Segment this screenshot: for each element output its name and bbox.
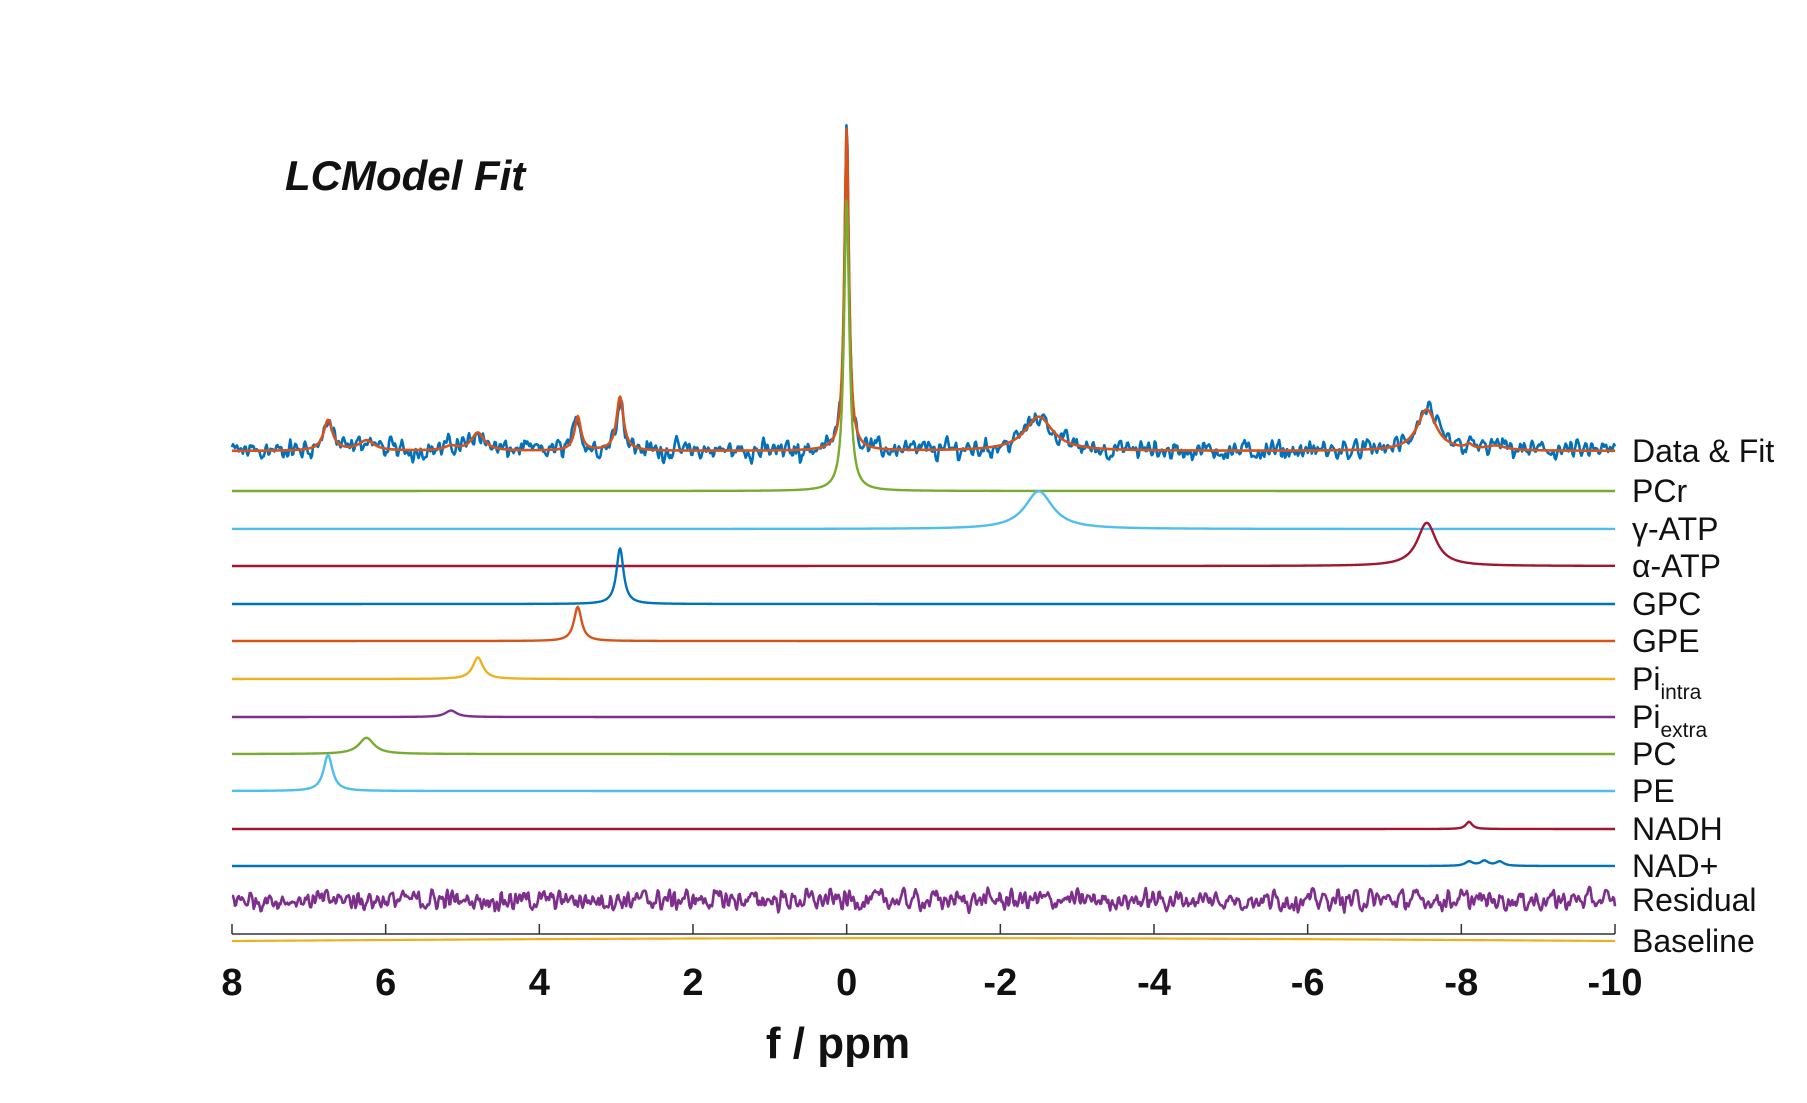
label-residual: Residual: [1632, 882, 1757, 918]
label-data-fit-main: Data & Fit: [1632, 433, 1774, 469]
trace-baseline: [231, 937, 1616, 943]
label-atp: α-ATP: [1632, 548, 1721, 584]
label-atp-main: α-ATP: [1632, 548, 1721, 584]
label-gpc-main: GPC: [1632, 586, 1701, 622]
label-gpe-main: GPE: [1632, 623, 1700, 659]
trace-gpc: [231, 547, 1616, 606]
label-pe-main: PE: [1632, 773, 1675, 809]
trace-pcr: [231, 199, 1616, 493]
trace-atp: [231, 521, 1616, 568]
trace-nadh: [231, 820, 1616, 831]
data-trace: [230, 124, 1617, 465]
label-pi-intra-sub: intra: [1660, 681, 1701, 704]
x-tick-label: -4: [1137, 962, 1171, 1004]
label-gpc: GPC: [1632, 586, 1701, 622]
label-pi-intra: Piintra: [1632, 661, 1702, 704]
label-pi-extra-main: Pi: [1632, 699, 1660, 735]
label-atp: γ-ATP: [1632, 511, 1719, 547]
trace-residual: [231, 885, 1617, 915]
label-pcr: PCr: [1632, 473, 1687, 509]
trace-pc: [231, 736, 1616, 756]
trace-labels: Data & FitPCrγ-ATPα-ATPGPCGPEPiintraPiex…: [1632, 433, 1774, 959]
trace-pi-extra: [231, 709, 1616, 719]
trace-pi-intra: [231, 656, 1616, 681]
x-tick-label: 6: [375, 962, 396, 1004]
x-tick-label: -6: [1291, 962, 1325, 1004]
x-axis-title: f / ppm: [766, 1019, 910, 1068]
x-axis: 8 6 4 2 0 -2 -4 -6 -8 -10: [221, 924, 1642, 1004]
label-nadh: NADH: [1632, 811, 1723, 847]
x-tick-label: 4: [529, 962, 550, 1004]
x-tick-label: 2: [682, 962, 703, 1004]
x-tick-label: 8: [221, 962, 242, 1004]
fit-trace: [231, 127, 1616, 453]
x-tick-label: 0: [836, 962, 857, 1004]
label-baseline: Baseline: [1632, 923, 1755, 959]
label-pi-extra-sub: extra: [1660, 719, 1707, 742]
label-pc-main: PC: [1632, 736, 1676, 772]
label-gpe: GPE: [1632, 623, 1700, 659]
trace-nad: [231, 859, 1616, 868]
label-pc: PC: [1632, 736, 1676, 772]
trace-gpe: [231, 605, 1616, 643]
x-tick-label: -2: [983, 962, 1017, 1004]
label-residual-main: Residual: [1632, 882, 1757, 918]
x-tick-label: -10: [1588, 962, 1643, 1004]
x-tick-label: -8: [1444, 962, 1478, 1004]
label-baseline-main: Baseline: [1632, 923, 1755, 959]
traces-layer: [230, 124, 1617, 943]
label-nad: NAD+: [1632, 848, 1718, 884]
label-data-fit: Data & Fit: [1632, 433, 1774, 469]
label-nadh-main: NADH: [1632, 811, 1723, 847]
trace-pe: [231, 753, 1616, 793]
label-pe: PE: [1632, 773, 1675, 809]
label-pcr-main: PCr: [1632, 473, 1687, 509]
chart-title: LCModel Fit: [285, 152, 527, 199]
label-pi-intra-main: Pi: [1632, 661, 1660, 697]
label-nad-main: NAD+: [1632, 848, 1718, 884]
trace-atp: [231, 490, 1616, 531]
label-pi-extra: Piextra: [1632, 699, 1707, 742]
label-atp-main: γ-ATP: [1632, 511, 1719, 547]
